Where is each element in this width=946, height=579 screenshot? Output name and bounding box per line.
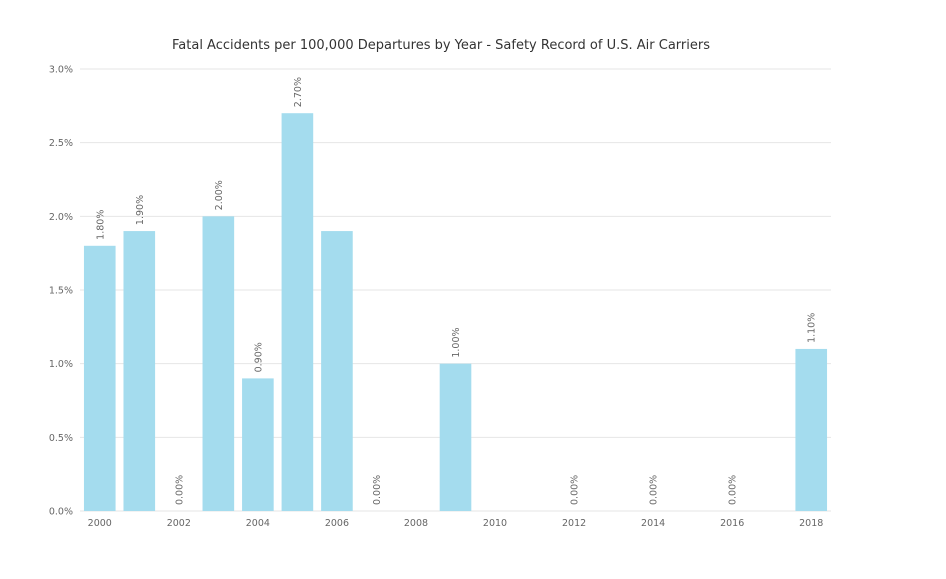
data-label: 0.90% — [253, 342, 264, 372]
y-tick-label: 1.0% — [49, 359, 73, 370]
bar — [83, 245, 116, 512]
bar — [242, 378, 274, 511]
data-label: 1.90% — [135, 195, 146, 225]
x-tick-label: 2006 — [325, 518, 349, 529]
x-tick-label: 2012 — [562, 518, 586, 529]
bar — [795, 348, 828, 511]
data-label: 2.00% — [214, 180, 225, 210]
x-tick-label: 2004 — [246, 518, 270, 529]
x-tick-label: 2002 — [167, 518, 191, 529]
x-tick-label: 2016 — [720, 518, 744, 529]
x-tick-label: 2000 — [88, 518, 112, 529]
y-tick-label: 0.5% — [49, 433, 73, 444]
y-tick-label: 1.5% — [49, 286, 73, 297]
bar — [439, 363, 472, 511]
data-label: 1.80% — [95, 210, 106, 240]
bar — [202, 216, 235, 512]
bar — [123, 231, 156, 512]
chart-title: Fatal Accidents per 100,000 Departures b… — [172, 38, 710, 53]
data-label: 0.00% — [372, 475, 383, 505]
x-tick-label: 2008 — [404, 518, 428, 529]
data-label: 2.70% — [293, 77, 304, 107]
y-tick-label: 0.0% — [49, 507, 73, 518]
y-tick-label: 2.5% — [49, 138, 73, 149]
data-label: 0.00% — [728, 475, 739, 505]
data-label: 0.00% — [174, 475, 185, 505]
data-label: 1.00% — [451, 327, 462, 357]
x-tick-label: 2018 — [799, 518, 823, 529]
bar — [321, 231, 353, 512]
y-tick-label: 3.0% — [49, 65, 73, 76]
bar — [281, 113, 314, 511]
x-tick-label: 2014 — [641, 518, 665, 529]
data-label: 0.00% — [649, 475, 660, 505]
x-tick-label: 2010 — [483, 518, 507, 529]
data-label: 0.00% — [570, 475, 581, 505]
data-label: 1.10% — [807, 313, 818, 343]
y-tick-label: 2.0% — [49, 212, 73, 223]
